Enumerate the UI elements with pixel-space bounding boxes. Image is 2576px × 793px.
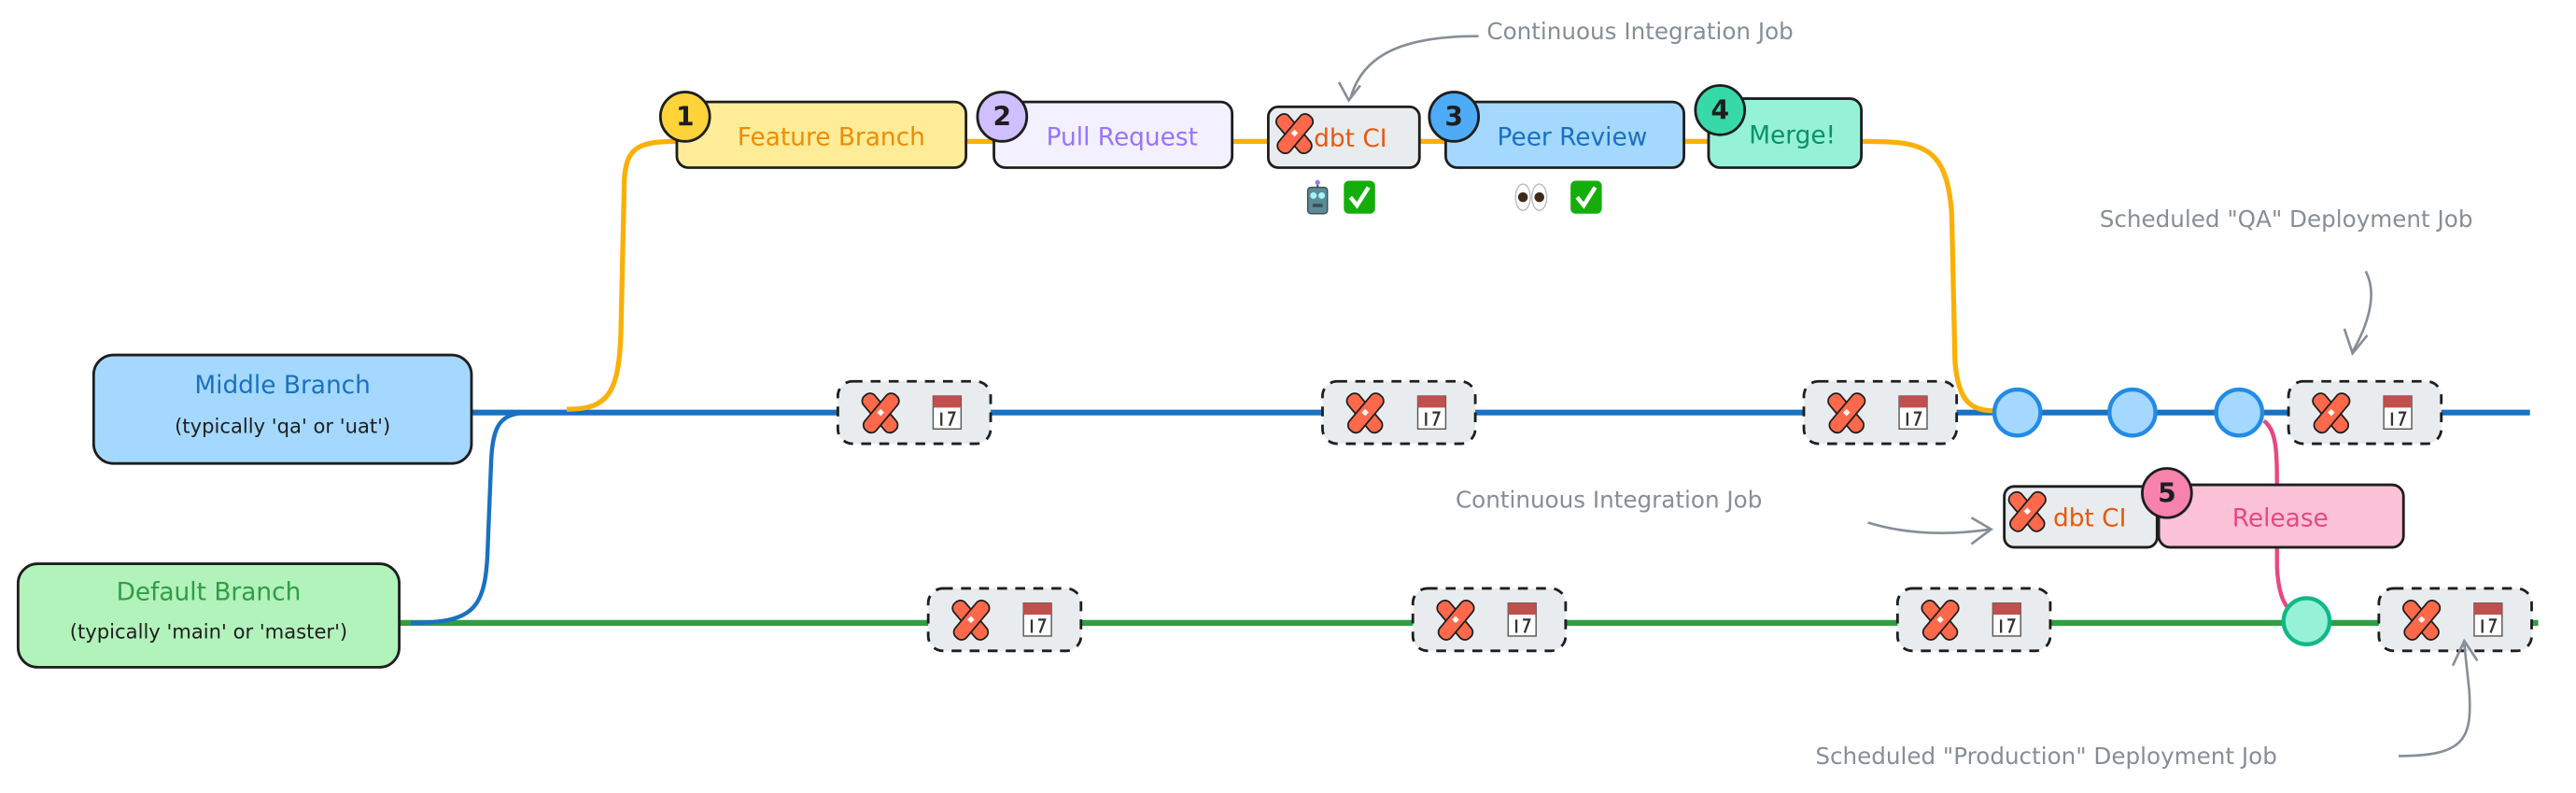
step-label: Pull Request: [1047, 123, 1198, 151]
step-merge[interactable]: Merge! 4: [1694, 84, 1863, 169]
step-badge-number: 3: [1444, 102, 1463, 133]
dbt-logo-icon: [1274, 113, 1315, 155]
dbt-logo-icon: [1921, 599, 1960, 641]
step-label: Merge!: [1749, 122, 1836, 150]
annotation-arrow: [2343, 270, 2372, 357]
annotation-ci-release: Continuous Integration Job: [1456, 487, 1762, 514]
release-dbt-ci[interactable]: dbt CI: [2003, 485, 2159, 549]
step-badge: [658, 91, 711, 143]
step-feature-branch[interactable]: Feature Branch 1: [658, 91, 968, 169]
check-mark-icon: [1570, 180, 1602, 214]
scheduled-job-middle[interactable]: [1321, 379, 1477, 446]
dbt-logo-icon: [1345, 392, 1385, 434]
scheduled-job-default[interactable]: [2377, 587, 2533, 653]
step-badge: [1694, 84, 1747, 136]
middle-branch-box[interactable]: Middle Branch (typically 'qa' or 'uat'): [91, 353, 473, 465]
step-badge: [2141, 467, 2193, 519]
step-label: Peer Review: [1498, 123, 1648, 151]
feature-branch-line: [567, 138, 1996, 414]
dbt-logo-icon: [2007, 490, 2047, 532]
step-badge-number: 1: [676, 102, 695, 133]
check-mark-icon: [1344, 180, 1375, 214]
default-branch-title: Default Branch: [117, 579, 302, 607]
step-release[interactable]: Release 5: [2141, 467, 2405, 549]
release-commit-node[interactable]: [2281, 596, 2332, 646]
dbt-logo-icon: [951, 599, 991, 641]
calendar-icon: [1992, 602, 2021, 637]
annotation-qa-deploy: Scheduled "QA" Deployment Job: [2100, 205, 2473, 233]
dbt-logo-icon: [2402, 599, 2442, 641]
scheduled-job-default[interactable]: [926, 587, 1083, 653]
step-badge-number: 5: [2158, 478, 2176, 509]
scheduled-job-default[interactable]: [1895, 587, 2052, 653]
step-dbt-ci[interactable]: dbt CI: [1266, 105, 1421, 169]
step-label: Feature Branch: [738, 123, 925, 151]
annotation-prod-deploy: Scheduled "Production" Deployment Job: [1815, 743, 2277, 770]
robot-icon: [1306, 179, 1329, 215]
calendar-icon: [2473, 602, 2503, 637]
scheduled-job-middle[interactable]: [2287, 379, 2443, 446]
step-badge-number: 2: [993, 102, 1012, 133]
commits: [1992, 387, 2332, 646]
middle-from-default-connector: [410, 410, 527, 626]
annotation-ci-top: Continuous Integration Job: [1486, 18, 1793, 45]
scheduled-job-default[interactable]: [1411, 587, 1568, 653]
step-badge-number: 4: [1710, 95, 1729, 126]
release-ci-label: dbt CI: [2053, 505, 2126, 533]
dbt-logo-icon: [2312, 392, 2351, 434]
review-status: [1514, 180, 1602, 214]
commit-node[interactable]: [1992, 387, 2043, 438]
step-pull-request[interactable]: Pull Request 2: [976, 91, 1234, 169]
calendar-icon: [1022, 602, 1052, 637]
calendar-icon: [1416, 395, 1447, 430]
step-label: dbt CI: [1314, 125, 1387, 153]
annotation-arrow: [1337, 35, 1479, 103]
step-badge: [1428, 91, 1481, 143]
scheduled-job-middle[interactable]: [1802, 379, 1959, 446]
annotation-arrow: [2398, 638, 2479, 758]
dbt-logo-icon: [1827, 392, 1866, 434]
calendar-icon: [1898, 395, 1928, 430]
dbt-logo-icon: [861, 392, 900, 434]
commit-node[interactable]: [2107, 387, 2158, 438]
scheduled-job-middle[interactable]: [836, 379, 992, 446]
dbt-logo-icon: [1436, 599, 1475, 641]
annotation-arrow: [1867, 517, 1993, 545]
calendar-icon: [1507, 602, 1537, 637]
middle-branch-subtitle: (typically 'qa' or 'uat'): [175, 414, 390, 437]
commit-node[interactable]: [2214, 387, 2265, 438]
step-badge: [976, 91, 1029, 143]
default-branch-box[interactable]: Default Branch (typically 'main' or 'mas…: [16, 562, 401, 669]
default-branch-subtitle: (typically 'main' or 'master'): [70, 619, 347, 643]
step-peer-review[interactable]: Peer Review 3: [1428, 91, 1685, 169]
middle-branch-title: Middle Branch: [194, 372, 371, 400]
calendar-icon: [2383, 395, 2413, 430]
calendar-icon: [932, 395, 963, 430]
ci-status: [1306, 179, 1375, 215]
step-label: Release: [2232, 505, 2329, 533]
eyes-icon: [1514, 183, 1548, 211]
